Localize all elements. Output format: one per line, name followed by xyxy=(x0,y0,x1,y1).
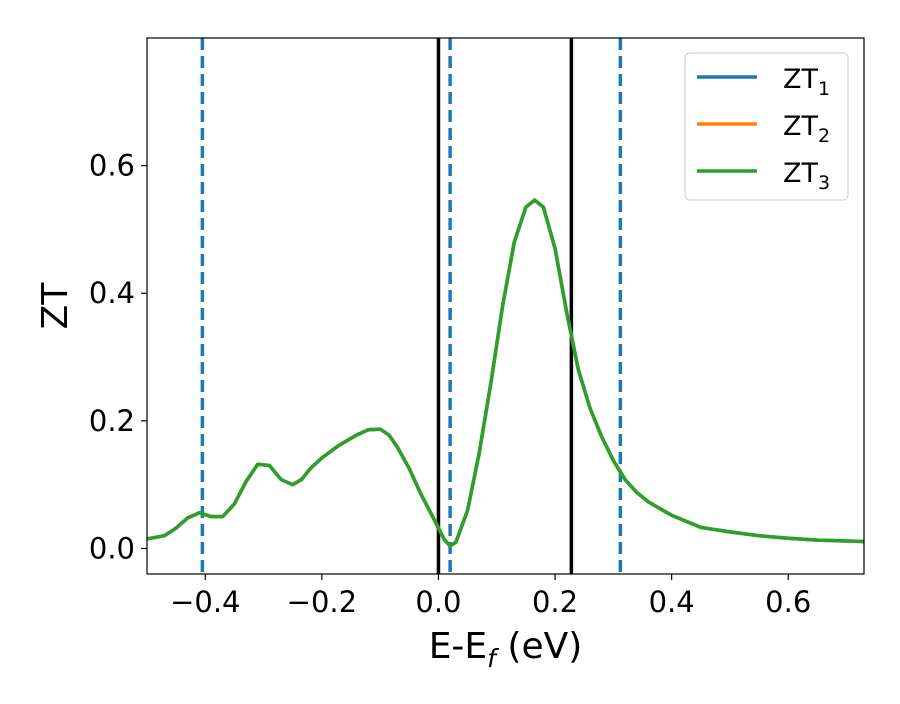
legend-label-zt2: ZT2 xyxy=(783,111,830,147)
x-tick-label: 0.0 xyxy=(415,585,461,619)
y-tick-label: 0.4 xyxy=(89,276,135,310)
legend-label-zt3: ZT3 xyxy=(783,158,830,194)
series-line-zt3 xyxy=(147,198,864,548)
legend-label-zt1: ZT1 xyxy=(783,64,830,100)
y-tick-label: 0.0 xyxy=(89,531,135,565)
y-tick-label: 0.2 xyxy=(89,404,135,438)
x-axis-label-main: E-E xyxy=(429,626,487,667)
plot-frame xyxy=(146,37,865,575)
x-axis-label-unit: (eV) xyxy=(496,626,582,667)
legend-box xyxy=(684,52,849,201)
y-tick-label: 0.6 xyxy=(89,149,135,183)
x-tick-label: −0.2 xyxy=(287,585,357,619)
x-tick-label: −0.4 xyxy=(170,585,240,619)
x-tick-label: 0.6 xyxy=(765,585,811,619)
legend: ZT1 ZT2 ZT3 xyxy=(684,52,849,201)
x-axis-label: E-Ef (eV) xyxy=(429,626,583,673)
x-tick-label: 0.4 xyxy=(649,585,695,619)
x-tick-label: 0.2 xyxy=(532,585,578,619)
y-axis-label: ZT xyxy=(35,282,76,330)
